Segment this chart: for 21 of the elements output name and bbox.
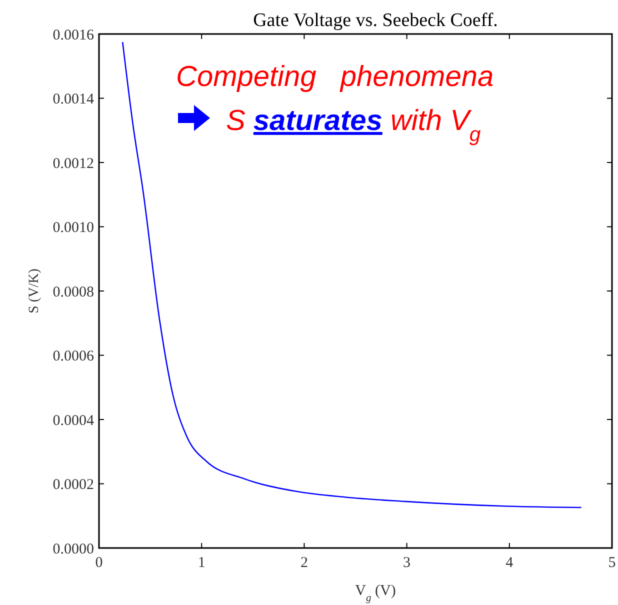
x-tick-label: 3 <box>403 555 411 571</box>
y-tick-label: 0.0000 <box>52 541 94 558</box>
x-tick-label: 5 <box>608 555 616 571</box>
x-tick-label: 4 <box>506 555 514 571</box>
x-tick-label: 0 <box>95 555 103 571</box>
line-series <box>122 41 582 508</box>
y-tick-label: 0.0012 <box>52 156 94 172</box>
y-tick-label: 0.0008 <box>52 284 94 300</box>
x-tick-label: 1 <box>198 555 206 571</box>
y-tick-label: 0.0002 <box>52 477 94 493</box>
y-tick-label: 0.0016 <box>52 27 94 44</box>
y-axis-title: S (V/K) <box>27 268 42 314</box>
x-tick-label: 2 <box>300 555 308 571</box>
x-axis-title: V$_{g}$ (V) <box>355 583 396 604</box>
y-tick-label: 0.0004 <box>52 412 94 429</box>
annotation: S saturates with V$_{g}$ <box>226 105 482 146</box>
chart-title: Gate Voltage vs. Seebeck Coeff. <box>253 10 498 31</box>
y-tick-label: 0.0006 <box>52 348 94 364</box>
y-tick-label: 0.0010 <box>52 220 94 236</box>
annotation: Competing phenomena <box>176 61 494 93</box>
y-tick-label: 0.0014 <box>52 92 94 108</box>
